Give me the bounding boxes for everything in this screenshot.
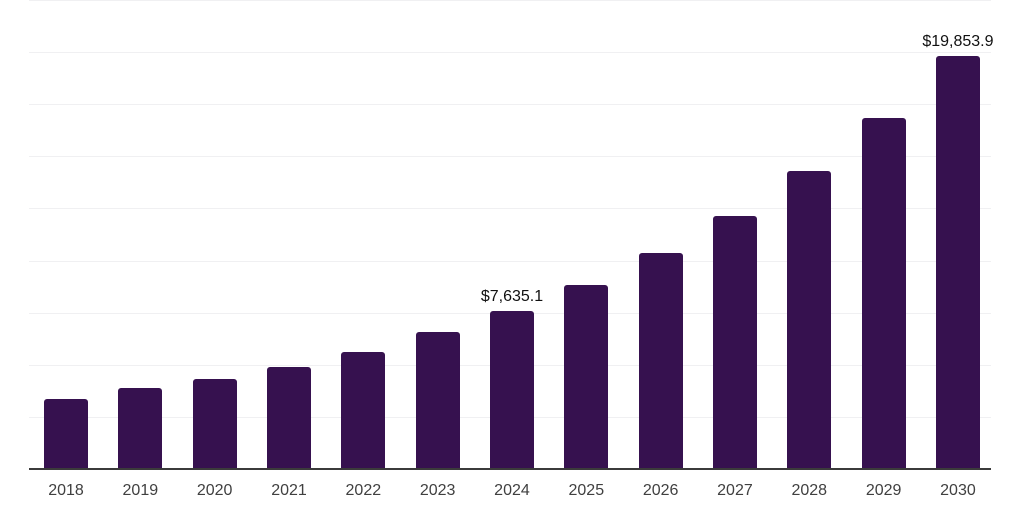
bar-column-2024: $7,635.1 [481, 0, 543, 470]
x-tick-label: 2025 [568, 482, 605, 499]
bar-column-2025 [564, 0, 609, 470]
bar-column-2021 [266, 0, 311, 470]
bar-2022[interactable] [341, 351, 386, 470]
bar-2025[interactable] [564, 284, 609, 470]
bar-column-2019 [118, 0, 163, 470]
bar-column-2028 [787, 0, 832, 470]
x-tick-label: 2021 [271, 482, 307, 499]
bar-2020[interactable] [192, 378, 237, 470]
x-tick-label: 2018 [48, 482, 84, 499]
x-tick-label: 2030 [940, 482, 976, 499]
bar-column-2018 [44, 0, 88, 470]
x-tick-label: 2024 [494, 482, 530, 499]
gridline [29, 156, 991, 158]
bar-column-2023 [415, 0, 460, 470]
gridline [29, 104, 991, 106]
x-axis-labels: 2018 2019 2020 2021 2022 2023 2024 2025 2026 2027… [44, 482, 980, 500]
x-tick-label: 2023 [419, 482, 456, 499]
x-tick-label: 2026 [642, 482, 679, 499]
bar-column-2029 [861, 0, 906, 470]
bar-2018[interactable] [44, 398, 88, 470]
x-tick-label: 2022 [345, 482, 382, 499]
bar-2030[interactable]: $19,853.9 [922, 33, 994, 470]
x-tick-label: 2029 [865, 482, 902, 499]
bar-2024[interactable]: $7,635.1 [481, 288, 543, 470]
plot-area: $7,635.1 $19,853.9 [29, 0, 994, 470]
bar-column-2020 [192, 0, 237, 470]
bar-column-2022 [341, 0, 386, 470]
bar-2026[interactable] [638, 253, 683, 470]
bar-2028[interactable] [787, 171, 832, 470]
gridline [29, 52, 991, 54]
x-tick-label: 2019 [122, 482, 159, 499]
bar-2021[interactable] [266, 366, 311, 470]
gridline [29, 208, 991, 210]
bar-column-2030: $19,853.9 [922, 0, 994, 470]
bar-2027[interactable] [712, 216, 757, 470]
bar-2019[interactable] [118, 387, 163, 470]
x-tick-label: 2028 [791, 482, 828, 499]
gridline [29, 260, 991, 262]
bar-value-label: $19,853.9 [922, 33, 994, 51]
bar-2023[interactable] [415, 332, 460, 470]
bar-column-2026 [638, 0, 683, 470]
gridline [29, 0, 991, 1]
bars-row: $7,635.1 $19,853.9 [44, 0, 994, 470]
x-tick-label: 2027 [717, 482, 753, 499]
x-tick-label: 2020 [196, 482, 233, 499]
bar-column-2027 [712, 0, 757, 470]
bar-2029[interactable] [861, 118, 906, 470]
x-axis-line [29, 468, 991, 470]
bar-value-label: $7,635.1 [480, 287, 544, 305]
